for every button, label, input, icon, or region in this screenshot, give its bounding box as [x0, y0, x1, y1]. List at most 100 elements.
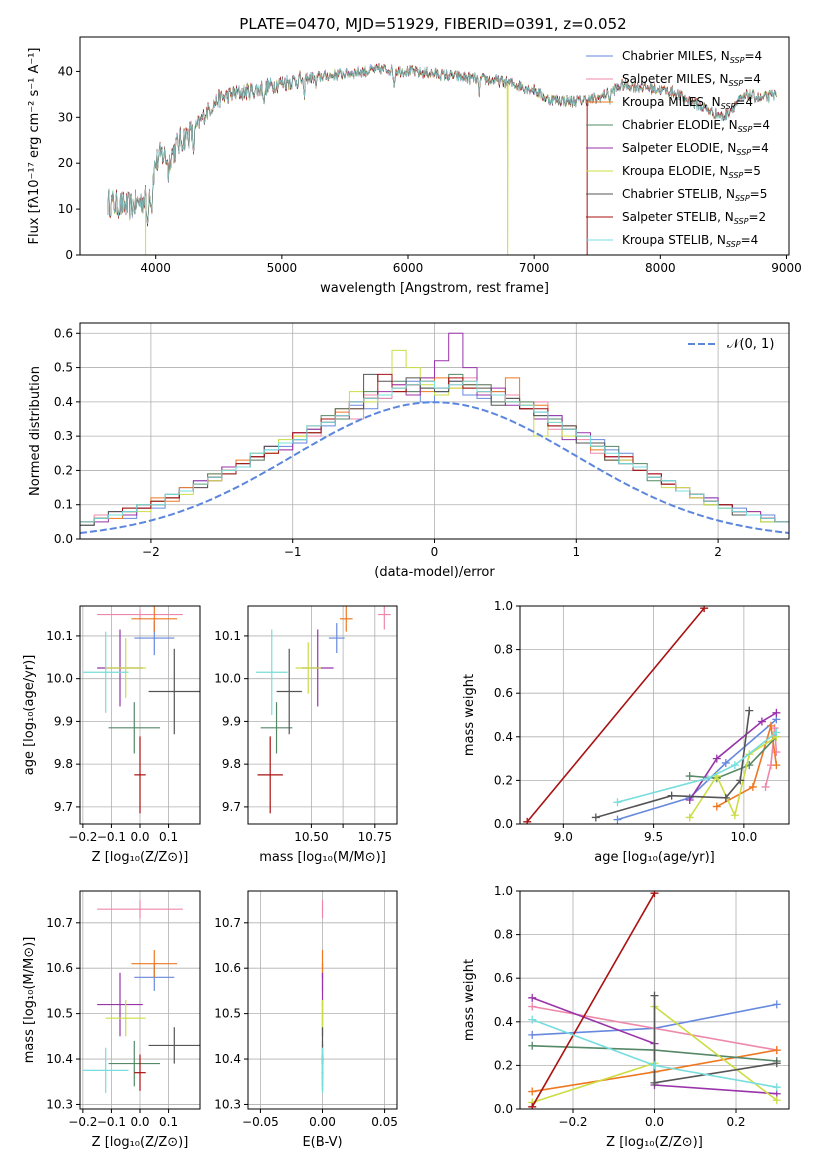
x-tick-label: −0.1 — [97, 1115, 126, 1129]
errorbar-point — [134, 1054, 146, 1091]
spectrum-series-line — [107, 64, 777, 224]
x-tick-label: −0.2 — [68, 830, 97, 844]
x-axis-label: age [log₁₀(age/yr)] — [594, 850, 715, 865]
x-tick-label: 5000 — [267, 261, 298, 275]
weight-series-line — [531, 892, 656, 1108]
x-tick-label: −2 — [142, 545, 160, 559]
y-tick-label: 10.4 — [46, 1052, 73, 1066]
weight-marker — [528, 1102, 537, 1109]
errorbar-point — [339, 606, 353, 632]
legend-entry: Salpeter MILES, NSSP=4 — [622, 72, 761, 88]
x-tick-label: 0.0 — [645, 1115, 664, 1129]
y-axis-label: age [log₁₀(age/yr)] — [22, 655, 37, 776]
x-tick-label: 10.50 — [294, 830, 328, 844]
y-axis-label: mass weight — [462, 674, 477, 756]
weight_vs_Z-plot-area — [528, 891, 781, 1109]
errorbar-point — [131, 950, 178, 978]
spectrum-plot-area — [107, 63, 777, 255]
weight-marker — [650, 1078, 659, 1087]
weight-marker — [772, 1000, 781, 1009]
weight-marker — [650, 991, 659, 1000]
weight-series-line — [526, 607, 705, 823]
x-axis-label: mass [log₁₀(M/M⊙)] — [259, 850, 386, 865]
weight-series-line — [689, 736, 777, 780]
legend-entry: Kroupa MILES, NSSP=4 — [622, 95, 753, 111]
residuals-plot-area — [80, 332, 789, 534]
histogram-step — [80, 377, 789, 526]
y-axis-label: mass weight — [462, 959, 477, 1041]
weight-marker — [528, 1002, 537, 1011]
spectrum-axes: 4000 5000 6000 7000 8000 9000 0 10 20 30 40 wavelen… — [27, 36, 802, 296]
y-tick-label: 10.4 — [214, 1052, 241, 1066]
legend-entry: Kroupa STELIB, NSSP=4 — [622, 233, 758, 249]
mass_vs_ebv-axes: −0.05 0.00 0.05 10.3 10.4 10.5 10.6 10.7 E(B-V) — [214, 890, 398, 1150]
x-tick-label: 10.0 — [731, 830, 758, 844]
x-axis-label: E(B-V) — [302, 1135, 342, 1150]
y-tick-label: 0.1 — [54, 498, 73, 512]
y-tick-label: 10.3 — [214, 1097, 241, 1111]
legend-entry: Salpeter STELIB, NSSP=2 — [622, 210, 766, 226]
histogram-step — [80, 373, 789, 526]
weight_vs_age-plot-area — [523, 606, 781, 824]
x-tick-label: 4000 — [140, 261, 171, 275]
y-tick-label: 0.8 — [494, 928, 513, 942]
weight-marker — [766, 721, 775, 730]
mass_vs_Z-axes: −0.2 −0.1 0.0 0.1 10.3 10.4 10.5 10.6 10.7 Z [log… — [22, 890, 201, 1150]
y-tick-label: 0.3 — [54, 429, 73, 443]
weight-marker — [613, 815, 622, 824]
weight-marker — [772, 1096, 781, 1105]
weight-marker — [528, 993, 537, 1002]
errorbar-point — [131, 606, 178, 632]
x-axis-label: Z [log₁₀(Z/Z⊙)] — [92, 1135, 189, 1150]
y-tick-label: 10.7 — [214, 916, 241, 930]
x-tick-label: 0.1 — [159, 830, 178, 844]
weight-series-line — [617, 731, 777, 803]
weight_vs_Z-axes: −0.2 0.0 0.2 0.0 0.2 0.4 0.6 0.8 1.0 Z [log₁₀(Z/Z… — [462, 884, 790, 1150]
weight-marker — [650, 1061, 659, 1070]
y-tick-label: 10.1 — [214, 629, 241, 643]
y-tick-label: 1.0 — [494, 599, 513, 613]
spectrum-series-line — [107, 63, 777, 227]
x-tick-label: −0.2 — [68, 1115, 97, 1129]
axes-frame — [247, 605, 398, 825]
weight-marker — [772, 708, 781, 717]
y-tick-label: 10.5 — [46, 1007, 73, 1021]
y-tick-label: 0.0 — [54, 532, 73, 546]
errorbar-point — [82, 1047, 129, 1094]
y-tick-label: 0.0 — [494, 817, 513, 831]
errorbar-point — [255, 629, 288, 715]
weight-marker — [528, 1087, 537, 1096]
weight-series-line — [764, 728, 778, 788]
y-tick-label: 0.4 — [494, 730, 513, 744]
y-tick-label: 40 — [58, 64, 73, 78]
weight-marker — [685, 796, 694, 805]
weight-marker — [613, 798, 622, 807]
spectrum-series-line — [107, 63, 777, 255]
weight-marker — [757, 717, 766, 726]
figure-title: PLATE=0470, MJD=51929, FIBERID=0391, z=0… — [239, 15, 626, 33]
weight-marker — [712, 754, 721, 763]
weight-marker — [772, 1083, 781, 1092]
y-tick-label: 10.0 — [46, 672, 73, 686]
weight-marker — [772, 728, 781, 737]
x-tick-label: 0.0 — [130, 1115, 149, 1129]
weight-marker — [745, 706, 754, 715]
weight-marker — [700, 606, 709, 613]
y-tick-label: 0.6 — [494, 686, 513, 700]
weight-marker — [523, 817, 532, 824]
x-tick-label: 0.2 — [726, 1115, 745, 1129]
errorbar-point — [82, 631, 129, 713]
x-tick-label: −0.05 — [242, 1115, 279, 1129]
errorbar-point — [295, 642, 321, 694]
y-axis-label: Normed distribution — [28, 366, 43, 496]
age_vs_mass-plot-area — [255, 606, 391, 814]
y-tick-label: 10.0 — [214, 672, 241, 686]
y-tick-label: 0.5 — [54, 361, 73, 375]
y-tick-label: 10.3 — [46, 1097, 73, 1111]
errorbar-point — [276, 648, 302, 735]
y-tick-label: 0.2 — [494, 773, 513, 787]
age_vs_Z-axes: −0.2 −0.1 0.0 0.1 9.7 9.8 9.9 10.0 10.1 Z [log₁₀(… — [22, 605, 201, 865]
x-tick-label: 8000 — [645, 261, 676, 275]
histogram-step — [80, 380, 789, 526]
axes-frame — [519, 605, 790, 825]
